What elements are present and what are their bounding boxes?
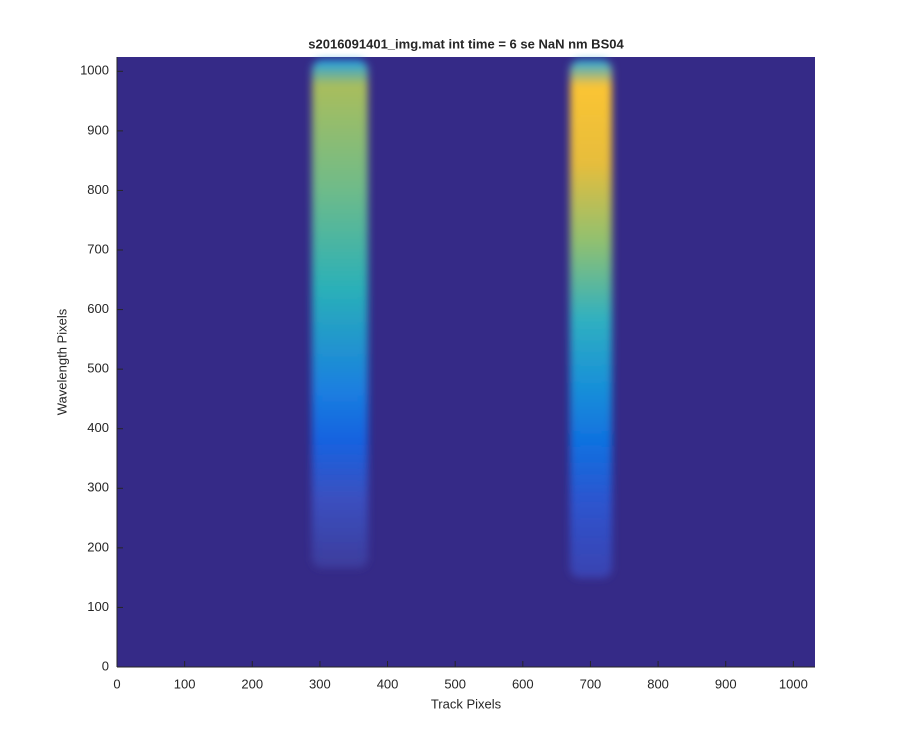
x-tick-label: 600 xyxy=(512,676,534,691)
x-tick-label: 800 xyxy=(647,676,669,691)
y-tick-label: 800 xyxy=(87,182,109,197)
chart-title: s2016091401_img.mat int time = 6 se NaN … xyxy=(308,36,624,51)
image-background xyxy=(117,57,815,667)
x-tick-label: 900 xyxy=(715,676,737,691)
x-tick-label: 700 xyxy=(580,676,602,691)
y-tick-label: 600 xyxy=(87,301,109,316)
x-tick-label: 1000 xyxy=(779,676,808,691)
y-tick-label: 0 xyxy=(102,658,109,673)
y-tick-label: 400 xyxy=(87,420,109,435)
y-tick-label: 1000 xyxy=(80,63,109,78)
y-tick-label: 500 xyxy=(87,361,109,376)
y-tick-label: 300 xyxy=(87,480,109,495)
y-tick-label: 900 xyxy=(87,122,109,137)
x-tick-label: 200 xyxy=(241,676,263,691)
x-tick-label: 500 xyxy=(444,676,466,691)
left-stripe xyxy=(312,60,368,568)
x-tick-label: 400 xyxy=(377,676,399,691)
x-tick-label: 300 xyxy=(309,676,331,691)
y-tick-label: 700 xyxy=(87,241,109,256)
y-tick-label: 100 xyxy=(87,599,109,614)
x-axis-label: Track Pixels xyxy=(431,696,502,711)
y-axis-label: Wavelength Pixels xyxy=(54,308,69,415)
x-tick-label: 100 xyxy=(174,676,196,691)
right-stripe xyxy=(570,60,612,578)
y-tick-label: 200 xyxy=(87,539,109,554)
x-tick-label: 0 xyxy=(113,676,120,691)
